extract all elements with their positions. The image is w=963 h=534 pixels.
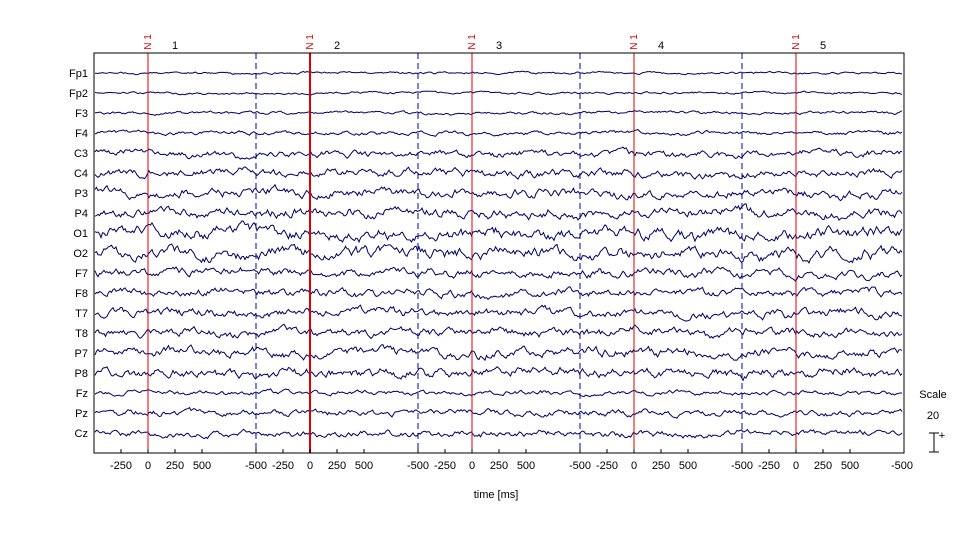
event-marker-label-1: N 1	[143, 34, 154, 50]
channel-label-p3: P3	[75, 188, 88, 200]
eeg-trace-f4	[94, 129, 903, 137]
eeg-trace-p4	[94, 203, 903, 221]
channel-label-o1: O1	[73, 228, 88, 240]
x-tick-label: 250	[814, 460, 832, 472]
x-tick-label: 500	[517, 460, 535, 472]
eeg-trace-p7	[94, 344, 903, 362]
eeg-trace-f3	[94, 110, 903, 116]
x-tick-label: -250	[272, 460, 294, 472]
eeg-trace-fp1	[94, 70, 903, 76]
scale-polarity: +	[939, 430, 945, 442]
eeg-trace-c3	[94, 146, 903, 160]
x-tick-label: 0	[793, 460, 799, 472]
channel-label-f3: F3	[75, 108, 88, 120]
x-tick-label: -250	[758, 460, 780, 472]
event-marker-label-4: N 1	[629, 34, 640, 50]
x-tick-label: -500	[245, 460, 267, 472]
x-tick-label: 250	[490, 460, 508, 472]
channel-label-c3: C3	[74, 148, 88, 160]
x-tick-label: 500	[193, 460, 211, 472]
eeg-trace-t8	[94, 323, 903, 340]
eeg-trace-o2	[94, 243, 903, 264]
channel-label-f8: F8	[75, 288, 88, 300]
x-tick-label: 500	[355, 460, 373, 472]
channel-label-o2: O2	[73, 248, 88, 260]
scale-label: Scale	[919, 389, 947, 401]
x-tick-label: -500	[731, 460, 753, 472]
epoch-number-3: 3	[496, 40, 502, 52]
epoch-number-2: 2	[334, 40, 340, 52]
channel-label-f7: F7	[75, 268, 88, 280]
channel-label-t8: T8	[75, 328, 88, 340]
channel-label-pz: Pz	[75, 408, 88, 420]
event-markers: N 1 1 N 1 2 N 1 3 N 1 4 N 1 5	[143, 34, 826, 453]
x-tick-label: 250	[328, 460, 346, 472]
event-marker-label-3: N 1	[467, 34, 478, 50]
x-tick-label: 0	[307, 460, 313, 472]
x-axis-ticks: -250 0 250 500 -500 -250 0 250 500 -500 -250 0 250 50…	[110, 449, 913, 472]
event-marker-label-2: N 1	[305, 34, 316, 50]
x-tick-label: 500	[841, 460, 859, 472]
x-tick-label: -500	[569, 460, 591, 472]
eeg-traces	[94, 70, 903, 440]
channel-label-fp2: Fp2	[69, 88, 88, 100]
channel-labels: Fp1 Fp2 F3 F4 C3 C4 P3 P4 O1 O2 F7 F8 T7 T8 P7 P8 Fz Pz Cz	[69, 68, 88, 440]
eeg-trace-cz	[94, 428, 903, 440]
x-axis-label: time [ms]	[474, 489, 519, 501]
scale-indicator: Scale 20 +	[919, 389, 947, 453]
channel-label-fp1: Fp1	[69, 68, 88, 80]
epoch-number-5: 5	[820, 40, 826, 52]
channel-label-p7: P7	[75, 348, 88, 360]
x-tick-label: 250	[652, 460, 670, 472]
eeg-trace-o1	[94, 220, 903, 244]
eeg-trace-fz	[94, 388, 902, 398]
x-tick-label: -250	[596, 460, 618, 472]
channel-label-c4: C4	[74, 168, 88, 180]
eeg-trace-p8	[94, 366, 903, 382]
plot-background	[94, 53, 904, 453]
channel-label-f4: F4	[75, 128, 88, 140]
channel-label-fz: Fz	[76, 388, 88, 400]
eeg-trace-f8	[94, 286, 903, 300]
channel-label-cz: Cz	[75, 428, 88, 440]
channel-label-t7: T7	[75, 308, 88, 320]
x-tick-label: 0	[145, 460, 151, 472]
eeg-trace-c4	[94, 166, 903, 180]
x-tick-label: 0	[469, 460, 475, 472]
x-tick-label: -500	[891, 460, 913, 472]
x-tick-label: 500	[679, 460, 697, 472]
event-marker-label-5: N 1	[791, 34, 802, 50]
eeg-trace-fp2	[94, 90, 903, 96]
x-tick-label: 250	[166, 460, 184, 472]
eeg-trace-pz	[94, 406, 903, 419]
eeg-trace-p3	[94, 183, 903, 202]
epoch-boundaries	[255, 53, 743, 453]
x-tick-label: 0	[631, 460, 637, 472]
x-tick-label: -250	[434, 460, 456, 472]
epoch-number-4: 4	[658, 40, 664, 52]
channel-label-p4: P4	[75, 208, 88, 220]
eeg-trace-f7	[94, 266, 903, 283]
x-tick-label: -500	[407, 460, 429, 472]
epoch-number-1: 1	[172, 40, 178, 52]
x-tick-label: -250	[110, 460, 132, 472]
eeg-trace-t7	[94, 304, 903, 322]
channel-label-p8: P8	[75, 368, 88, 380]
scale-value: 20	[927, 410, 939, 422]
